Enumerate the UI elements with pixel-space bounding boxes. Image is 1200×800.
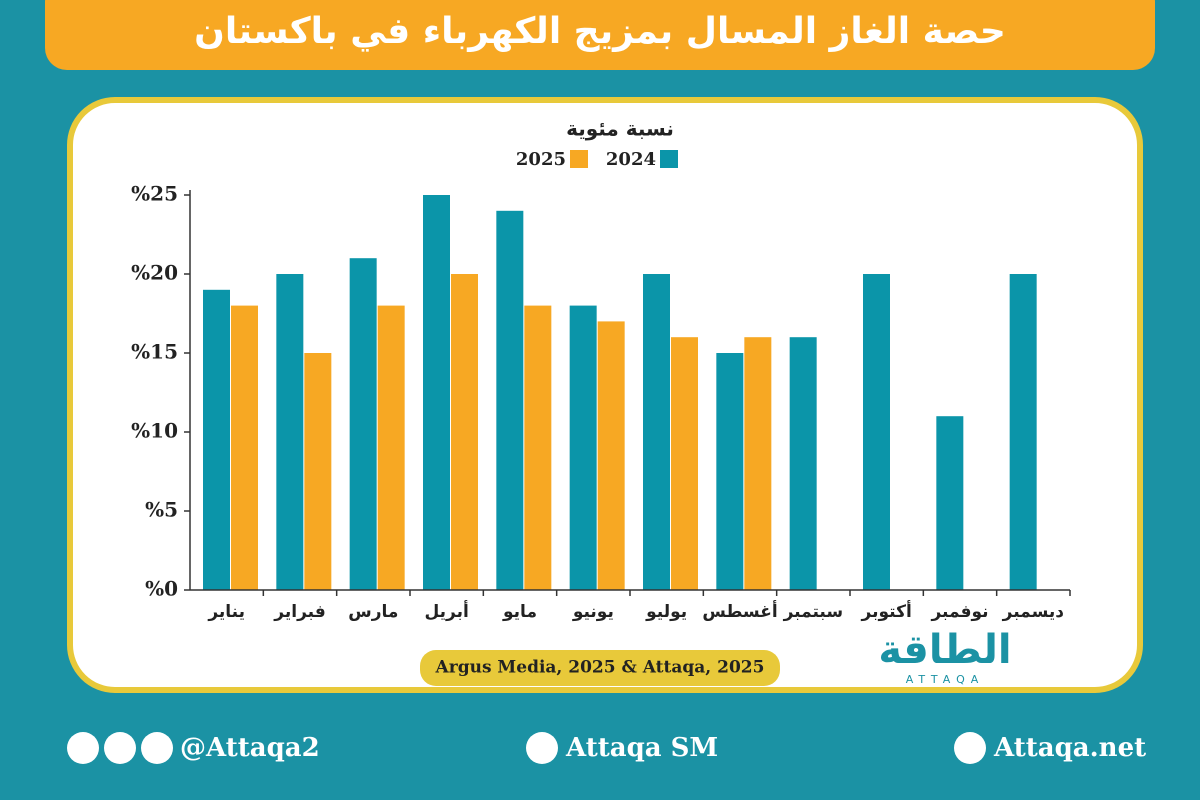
x-tick-label: نوفمبر [930, 602, 988, 622]
bar [496, 210, 524, 591]
bar [304, 353, 332, 590]
instagram-icon[interactable] [104, 732, 136, 764]
bar [863, 274, 890, 590]
logo-latin: ATTAQA [906, 673, 985, 686]
bar [789, 337, 817, 590]
bar [643, 274, 670, 590]
bar [744, 337, 772, 590]
x-tick-label: يناير [207, 602, 245, 622]
x-tick-label: ديسمبر [1002, 602, 1065, 622]
bar [451, 274, 478, 590]
x-tick-label: أغسطس [702, 600, 777, 622]
y-tick-label: %15 [131, 340, 178, 364]
y-tick-label: %25 [131, 182, 178, 206]
bar [936, 416, 964, 590]
bar [377, 305, 405, 590]
x-tick-label: يونيو [572, 602, 614, 622]
web-icon[interactable] [954, 732, 986, 764]
bar [569, 305, 597, 590]
bar [349, 258, 377, 590]
x-tick-label: أكتوبر [861, 600, 912, 622]
x-tick-label: سبتمبر [783, 602, 844, 622]
x-tick-label: مايو [502, 602, 537, 622]
source: Argus Media, 2025 & Attaqa, 2025 [435, 658, 765, 678]
bar [524, 305, 552, 590]
logo-arabic: الطاقة [878, 627, 1011, 673]
bar [671, 337, 698, 590]
bar [597, 321, 625, 590]
bar [276, 274, 304, 590]
y-tick-label: %5 [145, 498, 178, 522]
y-tick-label: %10 [131, 419, 178, 443]
website[interactable]: Attaqa.net [993, 733, 1146, 763]
legend-label: 2025 [516, 149, 566, 170]
x-tick-label: يوليو [645, 602, 687, 622]
y-axis-label: نسبة مئوية [566, 117, 674, 141]
y-tick-label: %0 [145, 577, 178, 601]
x-tick-label: فبراير [273, 602, 325, 622]
legend-swatch [660, 150, 678, 168]
facebook-icon[interactable] [141, 732, 173, 764]
footer: @Attaqa2 Attaqa SM Attaqa.net [67, 732, 1146, 764]
twitter-handle[interactable]: @Attaqa2 [180, 733, 320, 763]
title-banner [45, 0, 1155, 70]
source-box [420, 650, 780, 686]
x-tick-label: مارس [348, 602, 398, 622]
legend-label: 2024 [606, 149, 656, 170]
x-icon[interactable] [67, 732, 99, 764]
legend-swatch [570, 150, 588, 168]
y-tick-label: %20 [131, 261, 178, 285]
youtube-icon[interactable] [526, 732, 558, 764]
bar [231, 305, 258, 590]
bar [423, 195, 450, 590]
bar [716, 353, 744, 590]
logo: الطاقة ATTAQA [878, 627, 1011, 686]
bar [1009, 274, 1037, 590]
x-tick-label: أبريل [424, 600, 468, 622]
bar [203, 289, 230, 590]
youtube-handle[interactable]: Attaqa SM [565, 733, 718, 763]
chart-title: حصة الغاز المسال بمزيج الكهرباء في باكست… [194, 11, 1006, 52]
